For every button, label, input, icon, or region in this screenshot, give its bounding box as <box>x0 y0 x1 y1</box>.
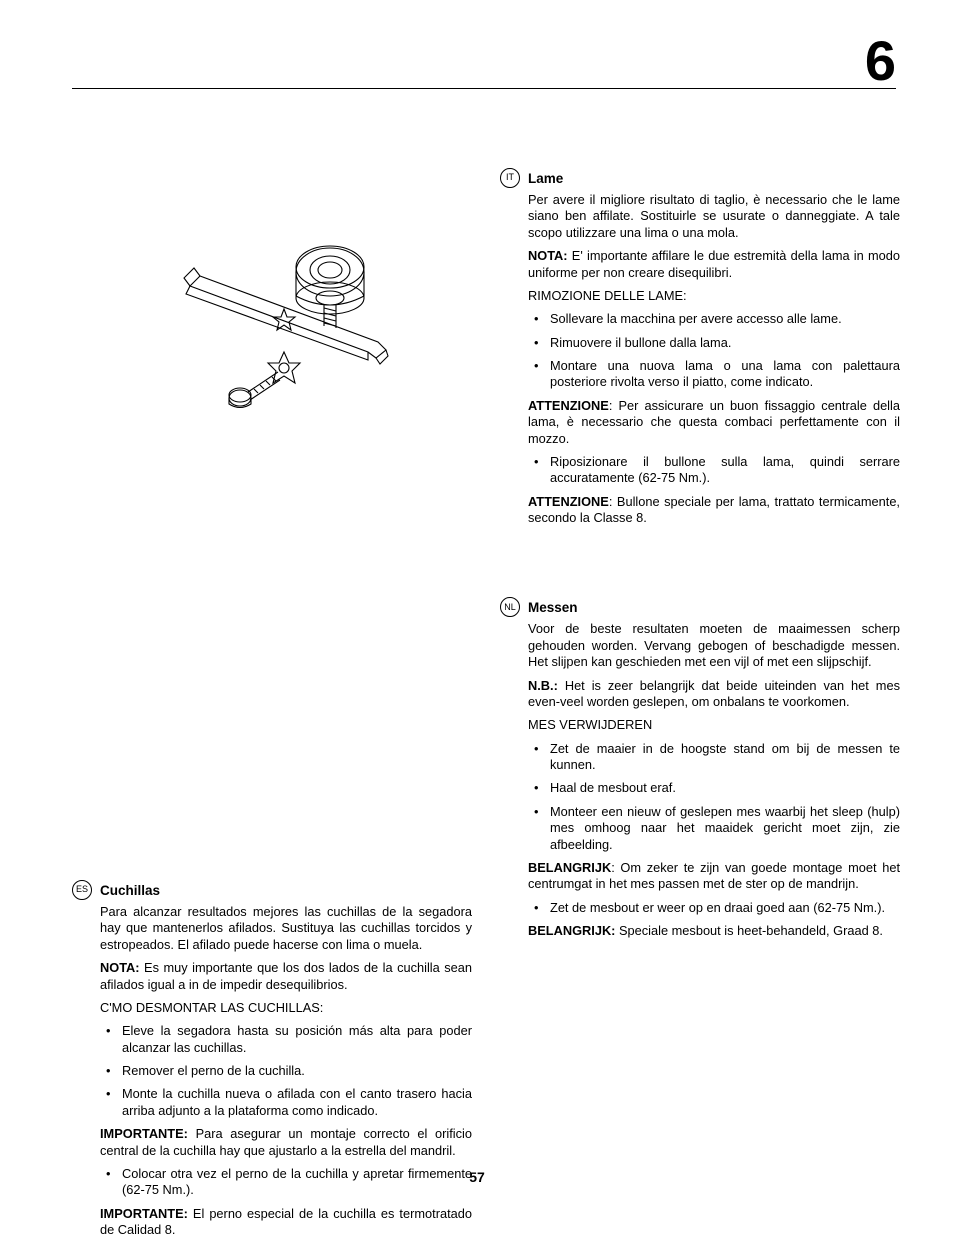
important1-label-nl: BELANGRIJK <box>528 860 611 875</box>
procedure-title-es: C'MO DESMONTAR LAS CUCHILLAS: <box>100 1000 472 1016</box>
important2-es: IMPORTANTE: El perno especial de la cuch… <box>100 1206 472 1239</box>
important2-it: ATTENZIONE: Bullone speciale per lama, t… <box>528 494 900 527</box>
list-item: Remover el perno de la cuchilla. <box>100 1063 472 1079</box>
page-number: 57 <box>0 1169 954 1185</box>
note-es: NOTA: Es muy importante que los dos lado… <box>100 960 472 993</box>
important2-nl: BELANGRIJK: Speciale mesbout is heet-beh… <box>528 923 900 939</box>
list-item: Riposizionare il bullone sulla lama, qui… <box>528 454 900 487</box>
section-body-nl: Voor de beste resultaten moeten de maaim… <box>528 621 900 939</box>
intro-nl: Voor de beste resultaten moeten de maaim… <box>528 621 900 670</box>
steps-it: Sollevare la macchina per avere accesso … <box>528 311 900 391</box>
content-area: ES Cuchillas Para alcanzar resultados me… <box>72 160 896 1245</box>
list-item: Eleve la segadora hasta su posición más … <box>100 1023 472 1056</box>
section-title-es: Cuchillas <box>100 882 160 899</box>
note-label-es: NOTA: <box>100 960 140 975</box>
section-body-it: Per avere il migliore risultato di tagli… <box>528 192 900 526</box>
note-nl: N.B.: Het is zeer belangrijk dat beide u… <box>528 678 900 711</box>
important1-es: IMPORTANTE: Para asegurar un montaje cor… <box>100 1126 472 1159</box>
section-nl: NL Messen Voor de beste resultaten moete… <box>500 597 900 939</box>
section-title-nl: Messen <box>528 599 578 616</box>
right-column: IT Lame Per avere il migliore risultato … <box>500 160 900 1245</box>
lang-badge-it: IT <box>500 168 520 188</box>
note-label-nl: N.B.: <box>528 678 558 693</box>
list-item: Montare una nuova lama o una lama con pa… <box>528 358 900 391</box>
list-item: Sollevare la macchina per avere accesso … <box>528 311 900 327</box>
important2-label-es: IMPORTANTE: <box>100 1206 188 1221</box>
steps-nl: Zet de maaier in de hoogste stand om bij… <box>528 741 900 853</box>
note-label-it: NOTA: <box>528 248 568 263</box>
section-body-es: Para alcanzar resultados mejores las cuc… <box>100 904 472 1238</box>
chapter-number: 6 <box>865 28 896 93</box>
lang-badge-nl: NL <box>500 597 520 617</box>
list-item: Monteer een nieuw of geslepen mes waarbi… <box>528 804 900 853</box>
section-header-es: ES Cuchillas <box>72 880 472 900</box>
important2-label-it: ATTENZIONE <box>528 494 609 509</box>
section-title-it: Lame <box>528 170 563 187</box>
section-header-it: IT Lame <box>500 168 900 188</box>
list-item: Zet de maaier in de hoogste stand om bij… <box>528 741 900 774</box>
procedure-title-nl: MES VERWIJDEREN <box>528 717 900 733</box>
important2-text-nl: Speciale mesbout is heet-behandeld, Graa… <box>615 923 883 938</box>
important1-label-es: IMPORTANTE: <box>100 1126 188 1141</box>
list-item: Monte la cuchilla nueva o afilada con el… <box>100 1086 472 1119</box>
left-column: ES Cuchillas Para alcanzar resultados me… <box>72 160 472 1245</box>
section-it: IT Lame Per avere il migliore risultato … <box>500 168 900 526</box>
important1-it: ATTENZIONE: Per assicurare un buon fissa… <box>528 398 900 447</box>
step-final-nl: Zet de mesbout er weer op en draai goed … <box>528 900 900 916</box>
intro-es: Para alcanzar resultados mejores las cuc… <box>100 904 472 953</box>
note-text-es: Es muy importante que los dos lados de l… <box>100 960 472 991</box>
step-final-it: Riposizionare il bullone sulla lama, qui… <box>528 454 900 487</box>
list-item: Rimuovere il bullone dalla lama. <box>528 335 900 351</box>
important2-label-nl: BELANGRIJK: <box>528 923 615 938</box>
list-item: Haal de mesbout eraf. <box>528 780 900 796</box>
important1-nl: BELANGRIJK: Om zeker te zijn van goede m… <box>528 860 900 893</box>
note-text-it: E' importante affilare le due estremità … <box>528 248 900 279</box>
list-item: Zet de mesbout er weer op en draai goed … <box>528 900 900 916</box>
important1-label-it: ATTENZIONE <box>528 398 609 413</box>
steps-es: Eleve la segadora hasta su posición más … <box>100 1023 472 1119</box>
intro-it: Per avere il migliore risultato di tagli… <box>528 192 900 241</box>
lang-badge-es: ES <box>72 880 92 900</box>
section-header-nl: NL Messen <box>500 597 900 617</box>
blade-illustration <box>132 200 432 440</box>
note-it: NOTA: E' importante affilare le due estr… <box>528 248 900 281</box>
note-text-nl: Het is zeer belangrijk dat beide uiteind… <box>528 678 900 709</box>
procedure-title-it: RIMOZIONE DELLE LAME: <box>528 288 900 304</box>
header-rule <box>72 88 896 89</box>
